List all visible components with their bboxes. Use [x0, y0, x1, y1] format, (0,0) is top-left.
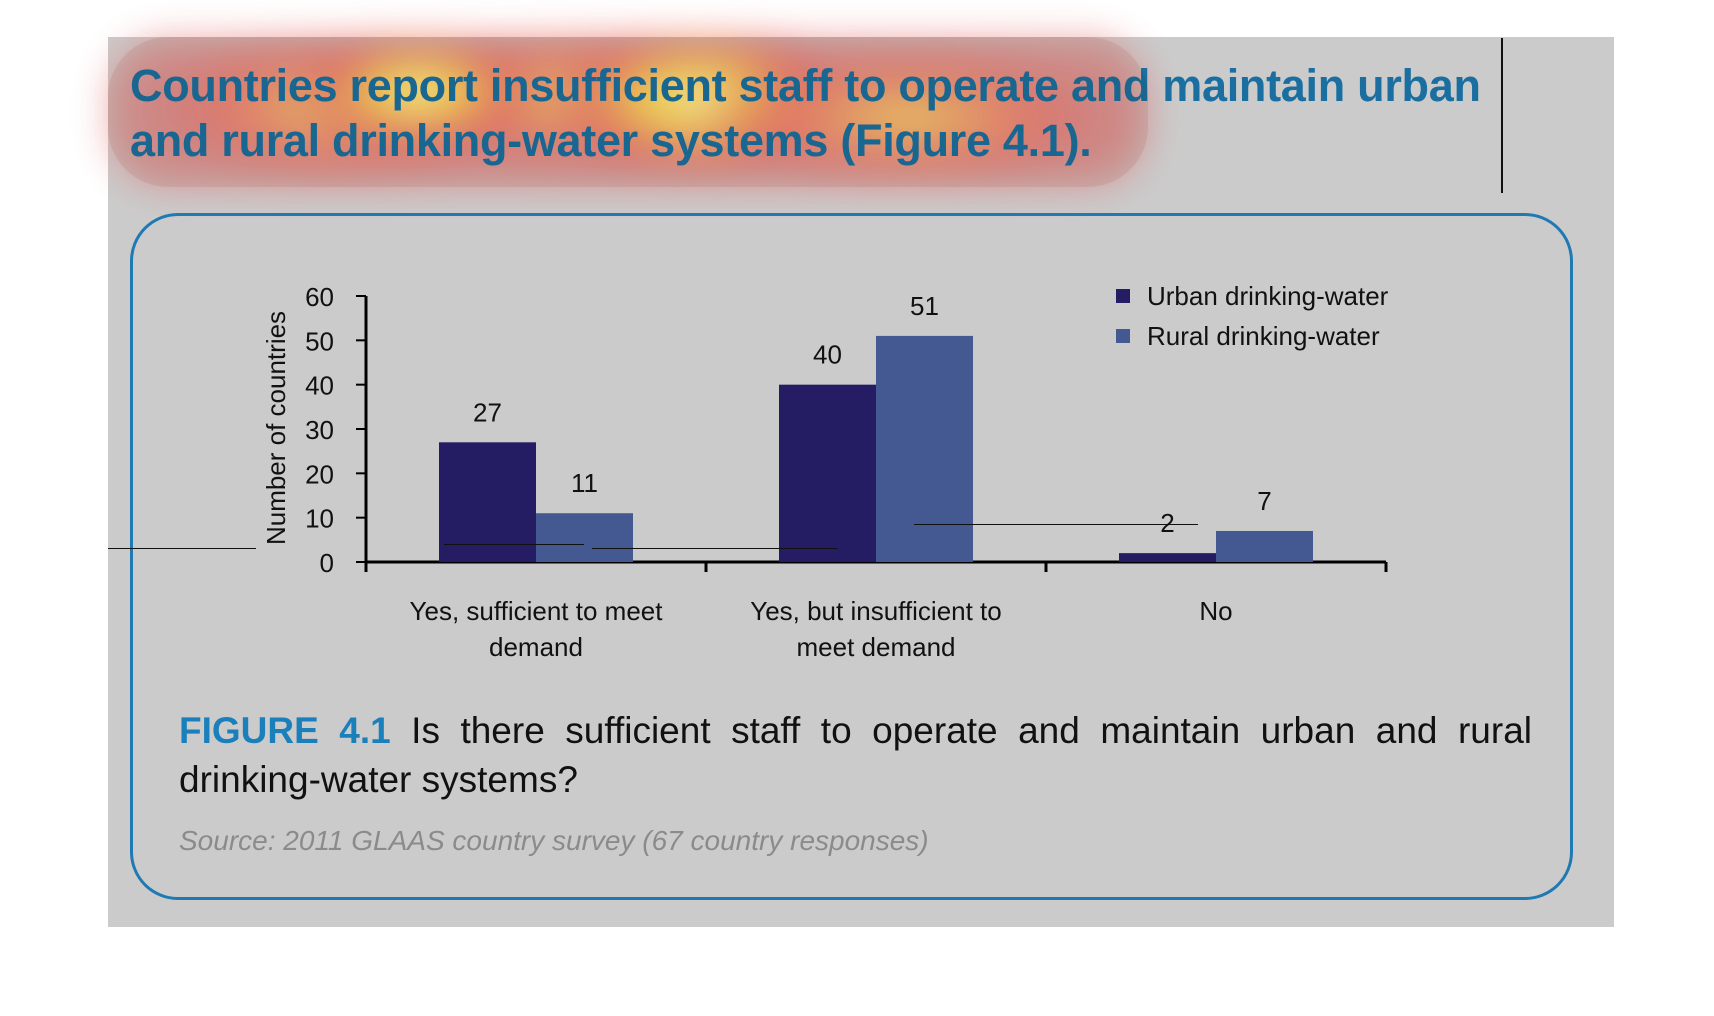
- y-tick-label: 40: [305, 371, 334, 401]
- text-cursor: [1501, 38, 1503, 193]
- y-tick-label: 60: [305, 282, 334, 312]
- stray-line: [592, 548, 838, 549]
- y-tick-label: 10: [305, 504, 334, 534]
- legend-swatch: [1116, 329, 1130, 343]
- bar: [1216, 530, 1313, 562]
- bar: [876, 335, 973, 562]
- x-tick-label: meet demand: [797, 632, 956, 662]
- legend-label: Rural drinking-water: [1147, 321, 1380, 351]
- x-tick-label: No: [1199, 596, 1232, 626]
- y-tick-label: 0: [320, 548, 334, 578]
- figure-label: FIGURE 4.1: [179, 710, 391, 751]
- data-label: 27: [473, 397, 502, 427]
- data-label: 2: [1160, 508, 1174, 538]
- figure-caption: FIGURE 4.1 Is there sufficient staff to …: [179, 706, 1532, 804]
- data-label: 51: [910, 291, 939, 321]
- y-tick-label: 20: [305, 459, 334, 489]
- x-tick-label: Yes, but insufficient to: [750, 596, 1002, 626]
- y-tick-label: 30: [305, 415, 334, 445]
- data-label: 7: [1257, 486, 1271, 516]
- y-tick-label: 50: [305, 326, 334, 356]
- bar: [439, 442, 536, 562]
- data-label: 11: [571, 468, 598, 498]
- bar: [779, 384, 876, 562]
- figure-frame: [130, 213, 1573, 900]
- figure-source: Source: 2011 GLAAS country survey (67 co…: [179, 825, 929, 856]
- stray-line: [444, 544, 584, 545]
- stray-line: [914, 524, 1198, 525]
- bar: [1119, 553, 1216, 562]
- data-label: 40: [813, 340, 842, 370]
- bar: [536, 513, 633, 562]
- legend-swatch: [1116, 289, 1130, 303]
- figure-caption-text: Is there sufficient staff to operate and…: [179, 710, 1532, 800]
- legend-label: Urban drinking-water: [1147, 281, 1389, 311]
- x-tick-label: Yes, sufficient to meet: [410, 596, 664, 626]
- x-tick-label: demand: [489, 632, 583, 662]
- stray-line: [108, 548, 256, 549]
- y-axis-label: Number of countries: [261, 311, 291, 545]
